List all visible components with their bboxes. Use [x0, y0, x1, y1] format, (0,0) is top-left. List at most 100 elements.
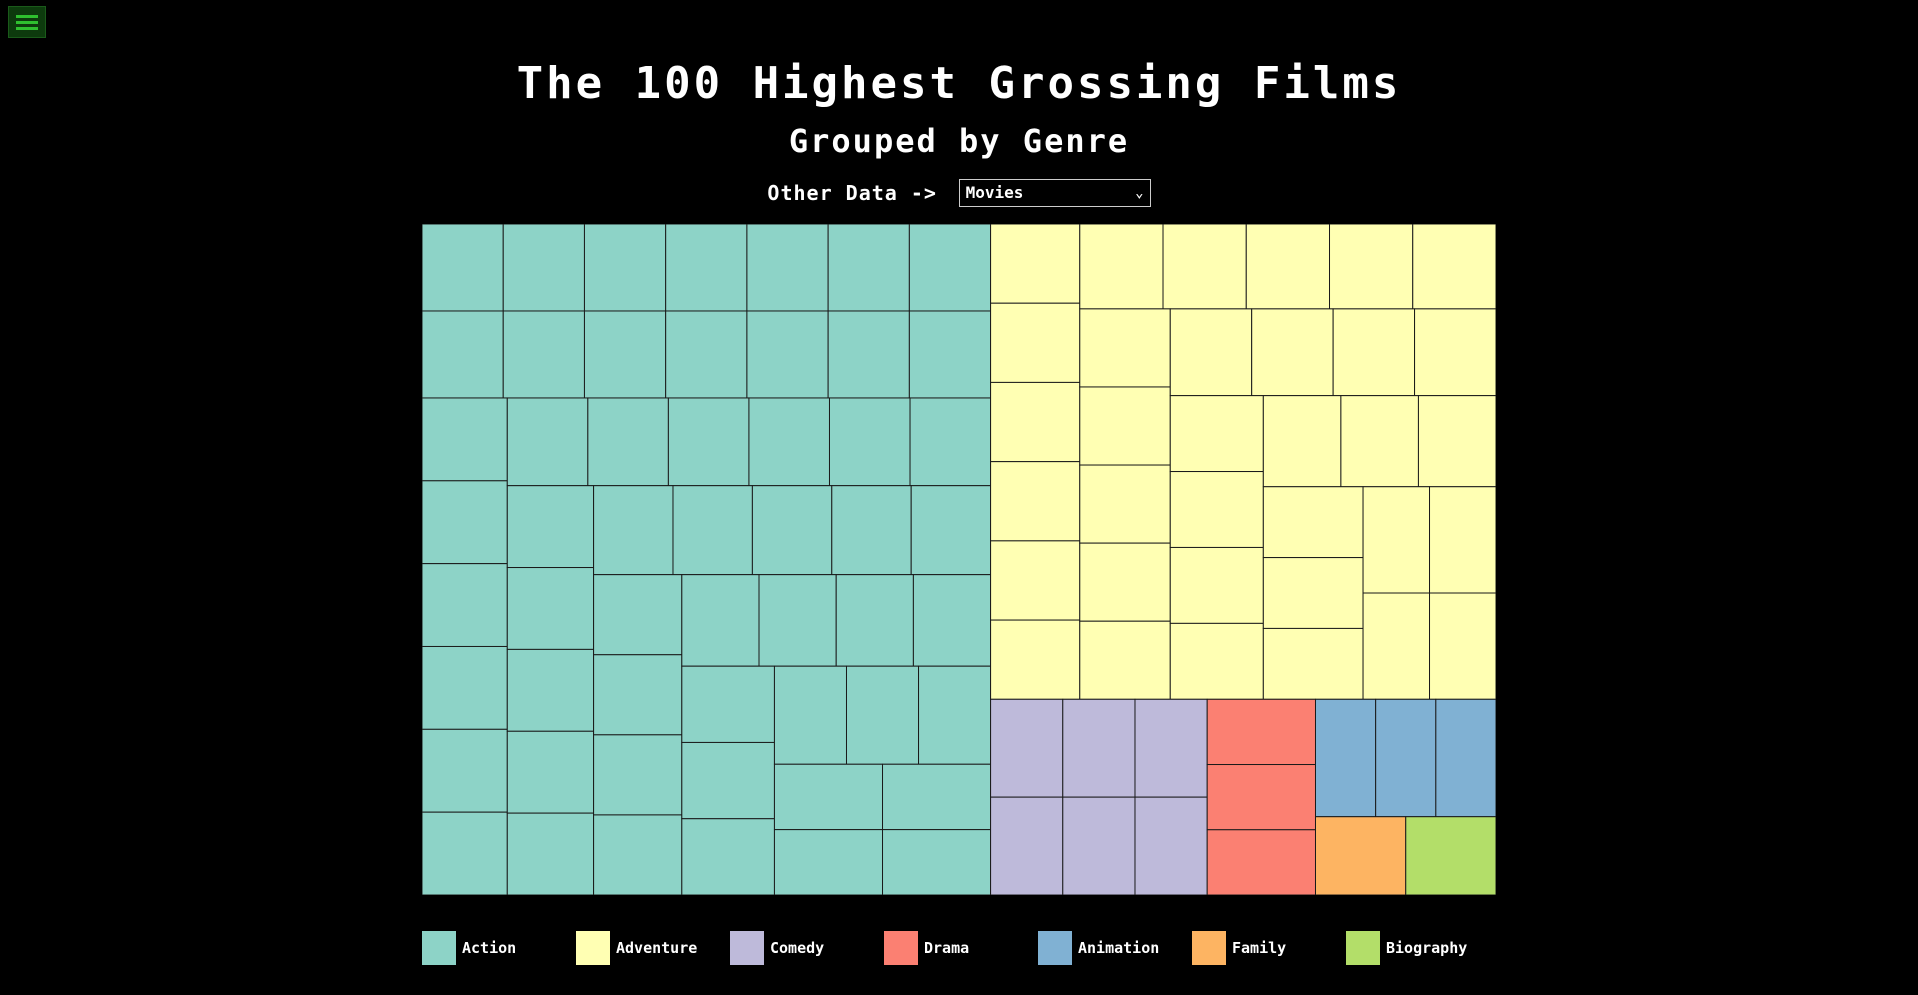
film-cell[interactable]: [909, 397, 992, 487]
film-cell[interactable]: [1206, 764, 1316, 831]
film-cell[interactable]: [1206, 829, 1316, 895]
film-cell[interactable]: [1079, 542, 1171, 622]
film-cell[interactable]: [990, 619, 1081, 700]
film-cell[interactable]: [672, 485, 753, 576]
film-cell[interactable]: [1429, 592, 1496, 700]
film-cell[interactable]: [1245, 224, 1331, 310]
film-cell[interactable]: [1079, 224, 1164, 310]
data-select[interactable]: Movies ⌄: [958, 179, 1151, 207]
film-cell[interactable]: [587, 397, 669, 487]
film-cell[interactable]: [827, 310, 910, 399]
film-cell[interactable]: [1262, 486, 1364, 559]
film-cell[interactable]: [882, 829, 992, 895]
film-cell[interactable]: [990, 224, 1081, 304]
film-cell[interactable]: [1079, 308, 1171, 388]
film-cell[interactable]: [422, 397, 508, 482]
film-cell[interactable]: [990, 302, 1081, 383]
film-cell[interactable]: [773, 763, 884, 831]
film-cell[interactable]: [773, 829, 884, 895]
film-cell[interactable]: [665, 310, 748, 399]
film-cell[interactable]: [1134, 796, 1208, 895]
film-cell[interactable]: [1332, 308, 1416, 397]
film-cell[interactable]: [1429, 486, 1496, 594]
film-cell[interactable]: [506, 397, 589, 487]
film-cell[interactable]: [1329, 224, 1414, 310]
film-cell[interactable]: [506, 485, 595, 569]
film-cell[interactable]: [506, 567, 595, 650]
film-cell[interactable]: [827, 224, 910, 312]
film-cell[interactable]: [1169, 622, 1264, 700]
film-cell[interactable]: [667, 397, 750, 487]
film-cell[interactable]: [835, 574, 914, 667]
film-cell[interactable]: [506, 812, 595, 895]
film-cell[interactable]: [746, 310, 829, 399]
film-cell[interactable]: [1169, 471, 1264, 548]
film-cell[interactable]: [422, 310, 504, 399]
film-cell[interactable]: [1062, 698, 1136, 798]
film-cell[interactable]: [1169, 308, 1253, 397]
film-cell[interactable]: [910, 485, 992, 576]
film-cell[interactable]: [422, 480, 508, 565]
film-cell[interactable]: [751, 485, 833, 576]
film-cell[interactable]: [593, 485, 674, 576]
film-cell[interactable]: [593, 734, 683, 816]
film-cell[interactable]: [593, 654, 683, 736]
film-cell[interactable]: [990, 698, 1064, 798]
film-cell[interactable]: [831, 485, 912, 576]
film-cell[interactable]: [1206, 698, 1316, 766]
film-cell[interactable]: [1262, 627, 1364, 700]
film-cell[interactable]: [748, 397, 830, 487]
film-cell[interactable]: [681, 741, 775, 820]
film-cell[interactable]: [773, 665, 847, 765]
film-cell[interactable]: [1079, 464, 1171, 544]
film-cell[interactable]: [1375, 698, 1437, 818]
film-cell[interactable]: [593, 574, 683, 656]
film-cell[interactable]: [882, 763, 992, 831]
film-cell[interactable]: [502, 310, 585, 399]
film-cell[interactable]: [1362, 486, 1431, 594]
film-cell[interactable]: [422, 563, 508, 647]
film-cell[interactable]: [681, 574, 760, 667]
menu-button[interactable]: [8, 6, 46, 38]
film-cell[interactable]: [990, 461, 1081, 542]
film-cell[interactable]: [1412, 224, 1496, 310]
film-cell[interactable]: [1414, 308, 1496, 397]
film-cell[interactable]: [1340, 395, 1419, 488]
film-cell[interactable]: [681, 665, 775, 743]
film-cell[interactable]: [1314, 816, 1407, 895]
film-cell[interactable]: [1435, 698, 1496, 818]
film-cell[interactable]: [1134, 698, 1208, 798]
film-cell[interactable]: [1362, 592, 1431, 700]
film-cell[interactable]: [918, 665, 992, 765]
film-cell[interactable]: [583, 310, 667, 399]
film-cell[interactable]: [990, 540, 1081, 621]
film-cell[interactable]: [1169, 546, 1264, 624]
film-cell[interactable]: [506, 648, 595, 732]
film-cell[interactable]: [1251, 308, 1334, 397]
film-cell[interactable]: [758, 574, 837, 667]
film-cell[interactable]: [422, 645, 508, 730]
film-cell[interactable]: [422, 811, 508, 895]
film-cell[interactable]: [422, 224, 504, 312]
film-cell[interactable]: [828, 397, 911, 487]
film-cell[interactable]: [908, 310, 992, 399]
film-cell[interactable]: [1079, 620, 1171, 700]
film-cell[interactable]: [912, 574, 992, 667]
film-cell[interactable]: [746, 224, 829, 312]
film-cell[interactable]: [1062, 796, 1136, 895]
film-cell[interactable]: [681, 818, 775, 895]
film-cell[interactable]: [990, 796, 1064, 895]
film-cell[interactable]: [908, 224, 992, 312]
film-cell[interactable]: [506, 730, 595, 814]
film-cell[interactable]: [1314, 698, 1377, 818]
film-cell[interactable]: [1169, 395, 1264, 473]
film-cell[interactable]: [1405, 816, 1496, 895]
film-cell[interactable]: [422, 728, 508, 813]
film-cell[interactable]: [593, 814, 683, 895]
film-cell[interactable]: [665, 224, 748, 312]
film-cell[interactable]: [990, 381, 1081, 463]
film-cell[interactable]: [1162, 224, 1247, 310]
film-cell[interactable]: [845, 665, 920, 765]
film-cell[interactable]: [1262, 557, 1364, 629]
film-cell[interactable]: [1417, 395, 1496, 488]
